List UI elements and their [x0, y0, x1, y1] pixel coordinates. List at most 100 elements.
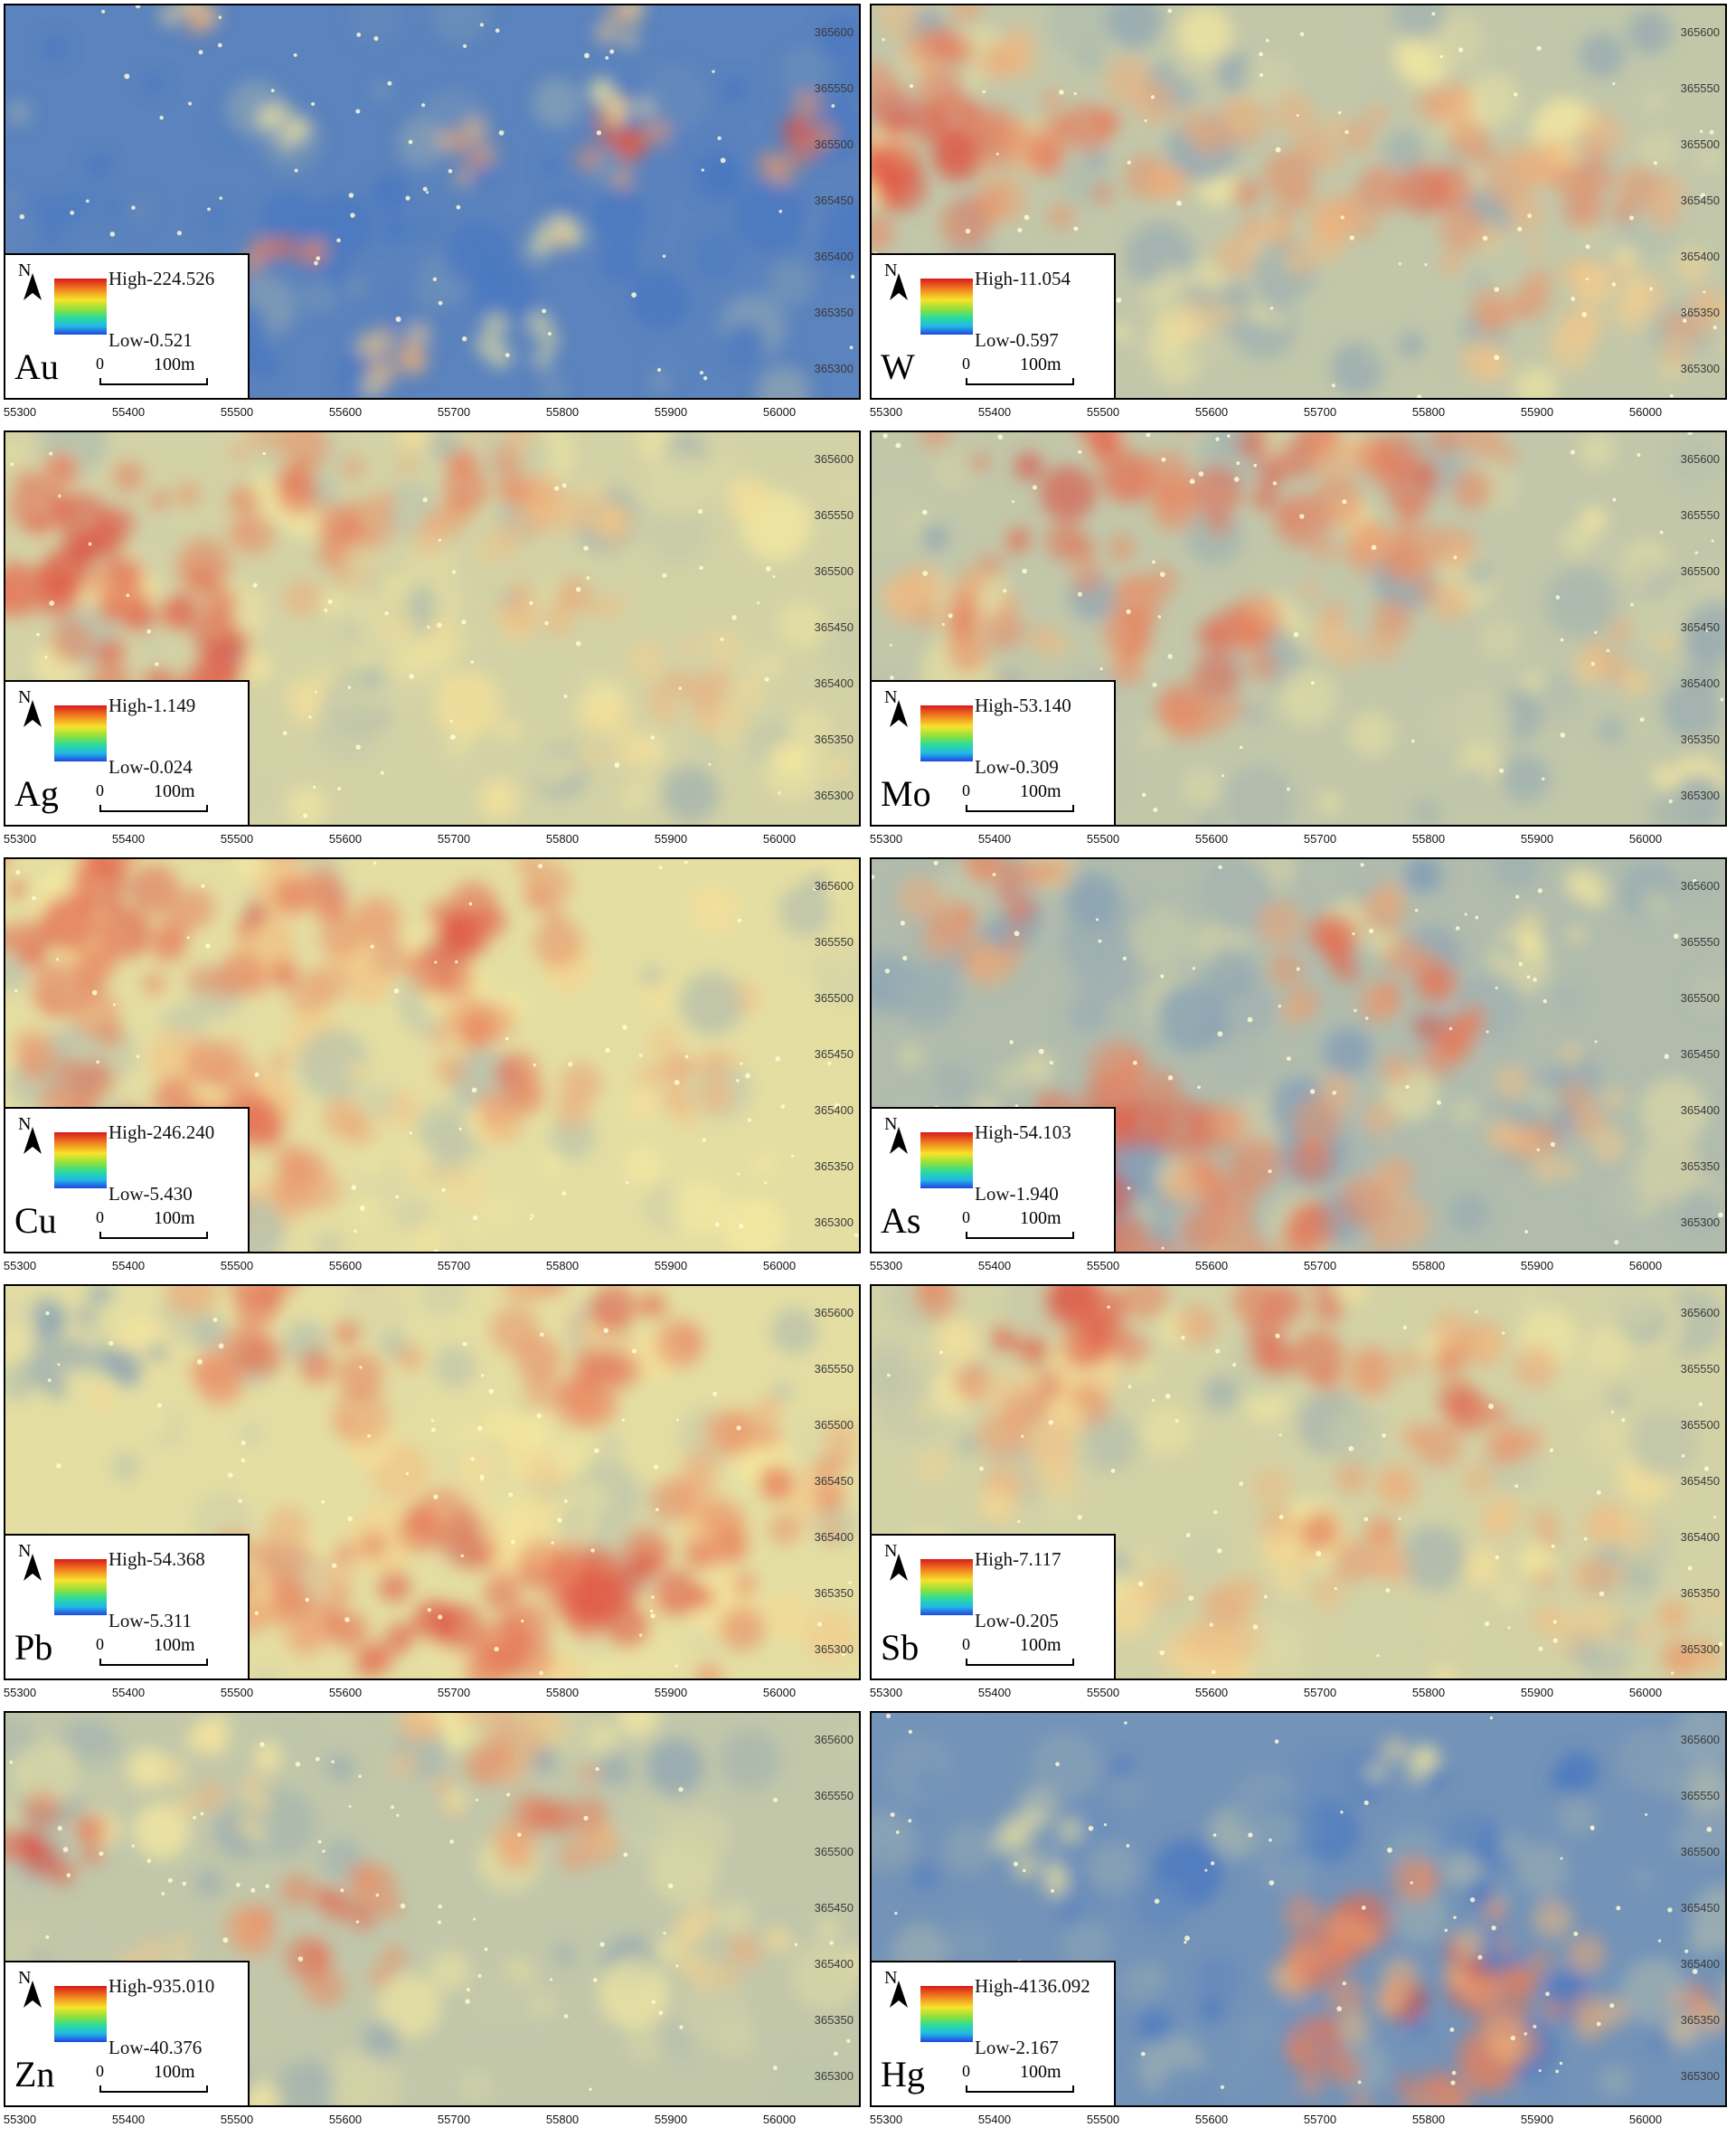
- sample-point: [1184, 1935, 1191, 1942]
- sample-point: [594, 1448, 599, 1453]
- element-label: Cu: [14, 1200, 57, 1241]
- sample-point: [47, 1378, 52, 1383]
- sample-point: [1146, 432, 1151, 438]
- sample-point: [1543, 998, 1547, 1004]
- sample-point: [282, 731, 288, 736]
- sample-point: [1718, 1212, 1723, 1218]
- sample-point: [625, 1180, 629, 1185]
- sample-point: [1606, 648, 1610, 653]
- sample-point: [336, 238, 341, 243]
- sample-point: [1259, 52, 1263, 57]
- sample-point: [605, 56, 609, 60]
- sample-point: [1585, 244, 1590, 250]
- sample-point: [717, 136, 722, 141]
- sample-point: [1712, 325, 1717, 330]
- sample-point: [409, 1131, 412, 1135]
- element-label: Au: [14, 346, 59, 387]
- sample-point: [939, 1350, 944, 1355]
- sample-point: [684, 1054, 689, 1059]
- sample-point: [563, 695, 568, 699]
- sample-point: [539, 1670, 543, 1676]
- sample-point: [697, 508, 703, 515]
- sample-point: [982, 90, 986, 94]
- x-tick-label: 55800: [1411, 832, 1446, 846]
- sample-point: [1594, 1040, 1598, 1044]
- y-tick-label: 365300: [814, 362, 854, 375]
- sample-point: [387, 80, 392, 86]
- sample-point: [948, 613, 953, 619]
- sample-point: [1398, 1517, 1401, 1520]
- sample-point: [315, 1756, 320, 1762]
- sample-point: [1703, 290, 1706, 294]
- sample-points: [873, 8, 1717, 398]
- x-tick-label: 55800: [1411, 405, 1446, 419]
- north-arrow-icon: N: [18, 1968, 42, 2011]
- sample-point: [1669, 393, 1674, 398]
- sample-point: [395, 1195, 400, 1199]
- sample-point: [462, 43, 467, 49]
- x-tick-label: 55700: [1303, 1259, 1337, 1272]
- scale-length: 100m: [1020, 781, 1061, 801]
- x-tick-label: 56000: [1628, 1686, 1663, 1699]
- sample-point: [112, 1003, 116, 1007]
- sample-point: [675, 1664, 678, 1668]
- sample-point: [395, 317, 401, 322]
- y-tick-label: 365500: [814, 1845, 854, 1858]
- sample-point: [430, 1427, 436, 1433]
- sample-point: [1263, 1594, 1268, 1599]
- sample-point: [1653, 161, 1657, 165]
- sample-point: [136, 1054, 140, 1059]
- sample-point: [484, 1947, 488, 1952]
- sample-point: [1161, 1246, 1165, 1250]
- y-tick-label: 365500: [814, 991, 854, 1005]
- sample-point: [675, 1964, 679, 1968]
- sample-point: [1299, 32, 1305, 37]
- sample-point: [885, 1713, 892, 1719]
- sample-point: [322, 1849, 326, 1853]
- sample-point: [207, 207, 211, 212]
- sample-point: [1639, 717, 1645, 723]
- color-ramp: [54, 705, 107, 761]
- y-tick-label: 365450: [1680, 1474, 1720, 1488]
- y-tick-label: 365300: [1680, 362, 1720, 375]
- map-legend: N High-54.368 Low-5.311 Pb 0 100m: [4, 1534, 250, 1680]
- sample-point: [1213, 1510, 1218, 1515]
- sample-point: [831, 104, 835, 108]
- sample-point: [1594, 630, 1598, 634]
- scale-zero: 0: [96, 781, 104, 799]
- sample-point: [66, 1873, 71, 1877]
- north-label: N: [18, 260, 32, 280]
- sample-point: [1402, 1325, 1408, 1330]
- sample-point: [1538, 2069, 1542, 2073]
- scale-bar: [99, 1659, 208, 1666]
- sample-point: [331, 1760, 335, 1763]
- scale-zero: 0: [96, 1635, 104, 1653]
- y-tick-label: 365500: [814, 1418, 854, 1432]
- sample-point: [561, 1191, 567, 1196]
- color-ramp: [920, 1986, 973, 2042]
- sample-point: [658, 2010, 664, 2016]
- sample-point: [308, 715, 312, 719]
- sample-point: [609, 49, 615, 54]
- sample-point: [505, 1036, 509, 1041]
- sample-point: [498, 130, 505, 136]
- element-label: As: [881, 1200, 921, 1241]
- scale-zero: 0: [962, 355, 970, 373]
- sample-point: [1014, 1104, 1019, 1108]
- sample-point: [1073, 91, 1077, 96]
- sample-point: [1150, 95, 1155, 99]
- element-label: Hg: [881, 2054, 925, 2094]
- x-tick-label: 55700: [437, 2113, 471, 2126]
- y-tick-label: 365550: [814, 1789, 854, 1802]
- sample-point: [49, 451, 53, 456]
- north-label: N: [884, 687, 898, 707]
- y-tick-label: 365350: [814, 1586, 854, 1600]
- sample-point: [1645, 1812, 1648, 1816]
- sample-point: [57, 1363, 61, 1366]
- sample-point: [461, 336, 467, 342]
- sample-point: [992, 873, 996, 877]
- sample-point: [900, 921, 905, 926]
- sample-point: [1501, 1331, 1505, 1335]
- sample-point: [347, 686, 352, 689]
- sample-point: [1560, 638, 1564, 642]
